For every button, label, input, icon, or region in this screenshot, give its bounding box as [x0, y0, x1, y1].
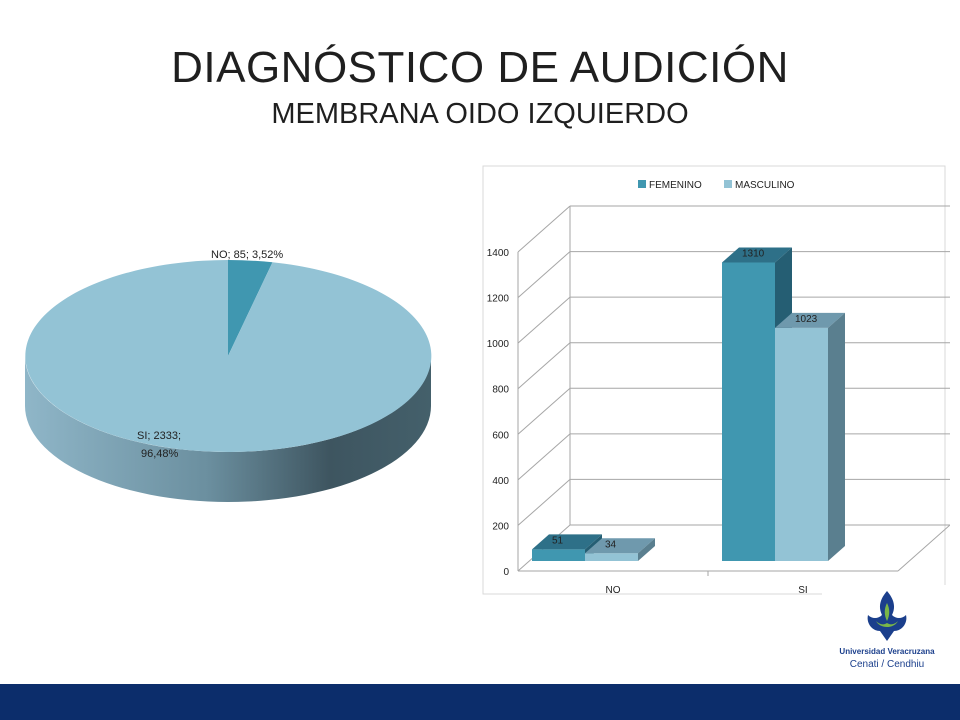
bar-top-masculino-no: [585, 538, 655, 554]
bar-chart-frame: [482, 165, 946, 595]
x-tick-label: SI: [798, 585, 807, 596]
legend: FEMENINO MASCULINO: [638, 180, 795, 191]
legend-swatch-femenino: [638, 180, 646, 188]
pie-side: [25, 356, 431, 502]
slide-title: DIAGNÓSTICO DE AUDICIÓN: [171, 43, 789, 92]
title-block: DIAGNÓSTICO DE AUDICIÓN MEMBRANA OIDO IZ…: [0, 40, 960, 132]
bar-value-label: 1023: [795, 314, 818, 325]
y-tick-label: 600: [492, 430, 509, 441]
pie-chart: NO; 85; 3,52% SI; 2333; 96,48%: [25, 249, 432, 502]
y-gridline-diag: [517, 387, 571, 435]
bar-femenino-no: [532, 549, 585, 561]
y-tick-label: 800: [492, 385, 509, 396]
y-tick-label: 400: [492, 476, 509, 487]
logo-unit-name: Cenati / Cendhiu: [849, 659, 925, 670]
y-tick-label: 1200: [487, 294, 510, 305]
bar-side-masculino-si: [828, 312, 845, 561]
bar-top-femenino-no: [532, 534, 602, 550]
bar-value-label: 34: [605, 539, 617, 550]
y-tick-label: 0: [503, 567, 509, 578]
logo-emblem: [867, 591, 907, 641]
bar-value-label: 51: [552, 535, 564, 546]
y-gridline-diag: [517, 433, 571, 481]
pie-slice-si: [25, 260, 432, 452]
y-gridline-diag: [517, 342, 571, 390]
y-gridline-diag: [517, 479, 571, 526]
legend-label-masculino: MASCULINO: [735, 180, 795, 191]
bar-masculino-si: [775, 327, 828, 561]
floor-edge: [897, 524, 950, 572]
legend-label-femenino: FEMENINO: [649, 180, 702, 191]
bar-side-masculino-no: [638, 538, 655, 561]
bar-top-femenino-si: [722, 247, 792, 263]
pie-label-si-line2: 96,48%: [141, 448, 179, 460]
pie-label-no: NO; 85; 3,52%: [211, 249, 283, 261]
logo-university-name: Universidad Veracruzana: [839, 647, 935, 656]
x-tick-label: NO: [606, 585, 621, 596]
y-gridline-diag: [517, 251, 571, 298]
bar-femenino-si: [722, 262, 775, 561]
y-tick-label: 1000: [487, 339, 510, 350]
y-gridline-diag: [517, 296, 571, 344]
bar-masculino-no: [585, 553, 638, 561]
bar-top-masculino-si: [775, 312, 845, 328]
slide-subtitle: MEMBRANA OIDO IZQUIERDO: [271, 98, 689, 130]
bar-chart: FEMENINO MASCULINO 0 200 400 600 800 1000 1200…: [482, 165, 950, 596]
y-tick-label: 1400: [487, 248, 510, 259]
pie-label-si-line1: SI; 2333;: [137, 430, 181, 442]
legend-swatch-masculino: [724, 180, 732, 188]
bar-value-label: 1310: [742, 249, 765, 260]
footer-bar: [0, 684, 960, 720]
y-tick-label: 200: [492, 521, 509, 532]
y-gridline-diag: [517, 205, 571, 253]
university-logo: Universidad Veracruzana Cenati / Cendhiu: [822, 585, 952, 685]
pie-slice-no: [228, 259, 273, 356]
